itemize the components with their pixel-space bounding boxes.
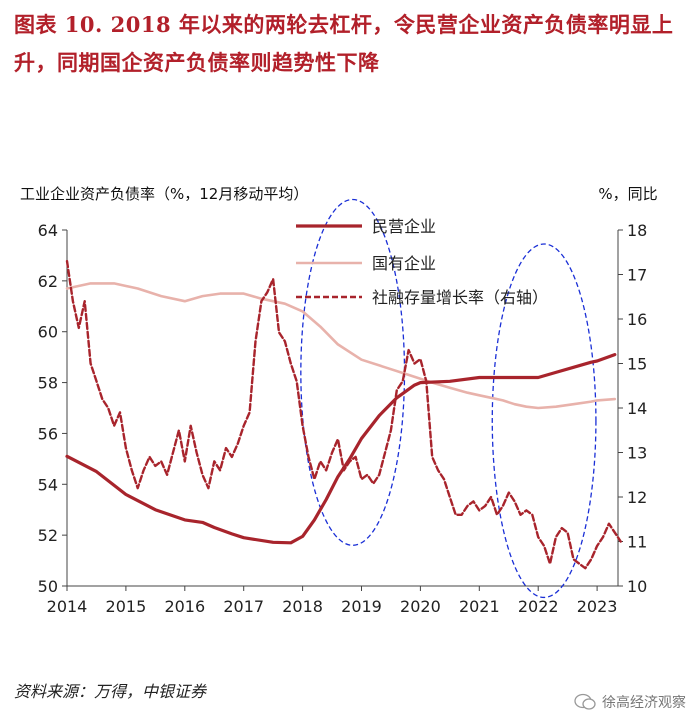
right-axis-label: %，同比: [598, 185, 657, 203]
left-axis-label: 工业企业资产负债率（%，12月移动平均）: [20, 185, 308, 203]
left-tick-label: 64: [38, 221, 58, 240]
x-tick-label: 2018: [282, 597, 323, 616]
chart: 工业企业资产负债率（%，12月移动平均） %，同比 50 52 54 56 58 60 62…: [20, 185, 658, 616]
x-tick-label: 2020: [400, 597, 441, 616]
x-tick-label: 2017: [223, 597, 264, 616]
right-tick-label: 16: [627, 310, 647, 329]
left-tick-label: 52: [38, 526, 58, 545]
x-tick-label: 2016: [164, 597, 205, 616]
highlight-ellipses: [300, 198, 597, 599]
x-tick-label: 2021: [459, 597, 500, 616]
figure-title: 图表 10. 2018 年以来的两轮去杠杆，令民营企业资产负债率明显上升，同期国…: [14, 12, 674, 75]
x-tick-label: 2023: [577, 597, 618, 616]
right-tick-label: 14: [627, 399, 647, 418]
right-tick-label: 10: [627, 577, 647, 596]
right-tick-label: 12: [627, 488, 647, 507]
legend-label: 国有企业: [372, 254, 436, 273]
x-tick-label: 2022: [518, 597, 559, 616]
left-tick-label: 60: [38, 323, 58, 342]
left-tick-label: 58: [38, 374, 58, 393]
left-tick-label: 62: [38, 272, 58, 291]
series-line-1: [65, 282, 617, 410]
left-tick-label: 56: [38, 424, 58, 443]
legend-label: 民营企业: [372, 217, 436, 236]
wechat-icon: [574, 693, 596, 710]
left-tick-label: 50: [38, 577, 58, 596]
right-tick-label: 18: [627, 221, 647, 240]
x-tick-label: 2015: [106, 597, 147, 616]
right-tick-label: 17: [627, 266, 647, 285]
series-line-0: [65, 353, 617, 545]
chart-series: [65, 259, 622, 570]
chart-axes: 50 52 54 56 58 60 62 64 10 11 12 13 14 15 16 17 18 2014 20…: [38, 221, 648, 616]
x-tick-label: 2014: [47, 597, 88, 616]
watermark: 徐高经济观察: [574, 692, 686, 712]
highlight-ellipse: [491, 243, 597, 599]
source-note: 资料来源：万得，中银证券: [14, 682, 207, 701]
series-line-2: [65, 259, 622, 570]
watermark-text: 徐高经济观察: [602, 695, 686, 711]
right-tick-label: 15: [627, 355, 647, 374]
right-tick-label: 13: [627, 444, 647, 463]
right-tick-label: 11: [627, 533, 647, 552]
left-tick-label: 54: [38, 475, 58, 494]
highlight-ellipse: [300, 198, 406, 546]
x-tick-label: 2019: [341, 597, 382, 616]
legend-label: 社融存量增长率（右轴）: [372, 288, 548, 307]
